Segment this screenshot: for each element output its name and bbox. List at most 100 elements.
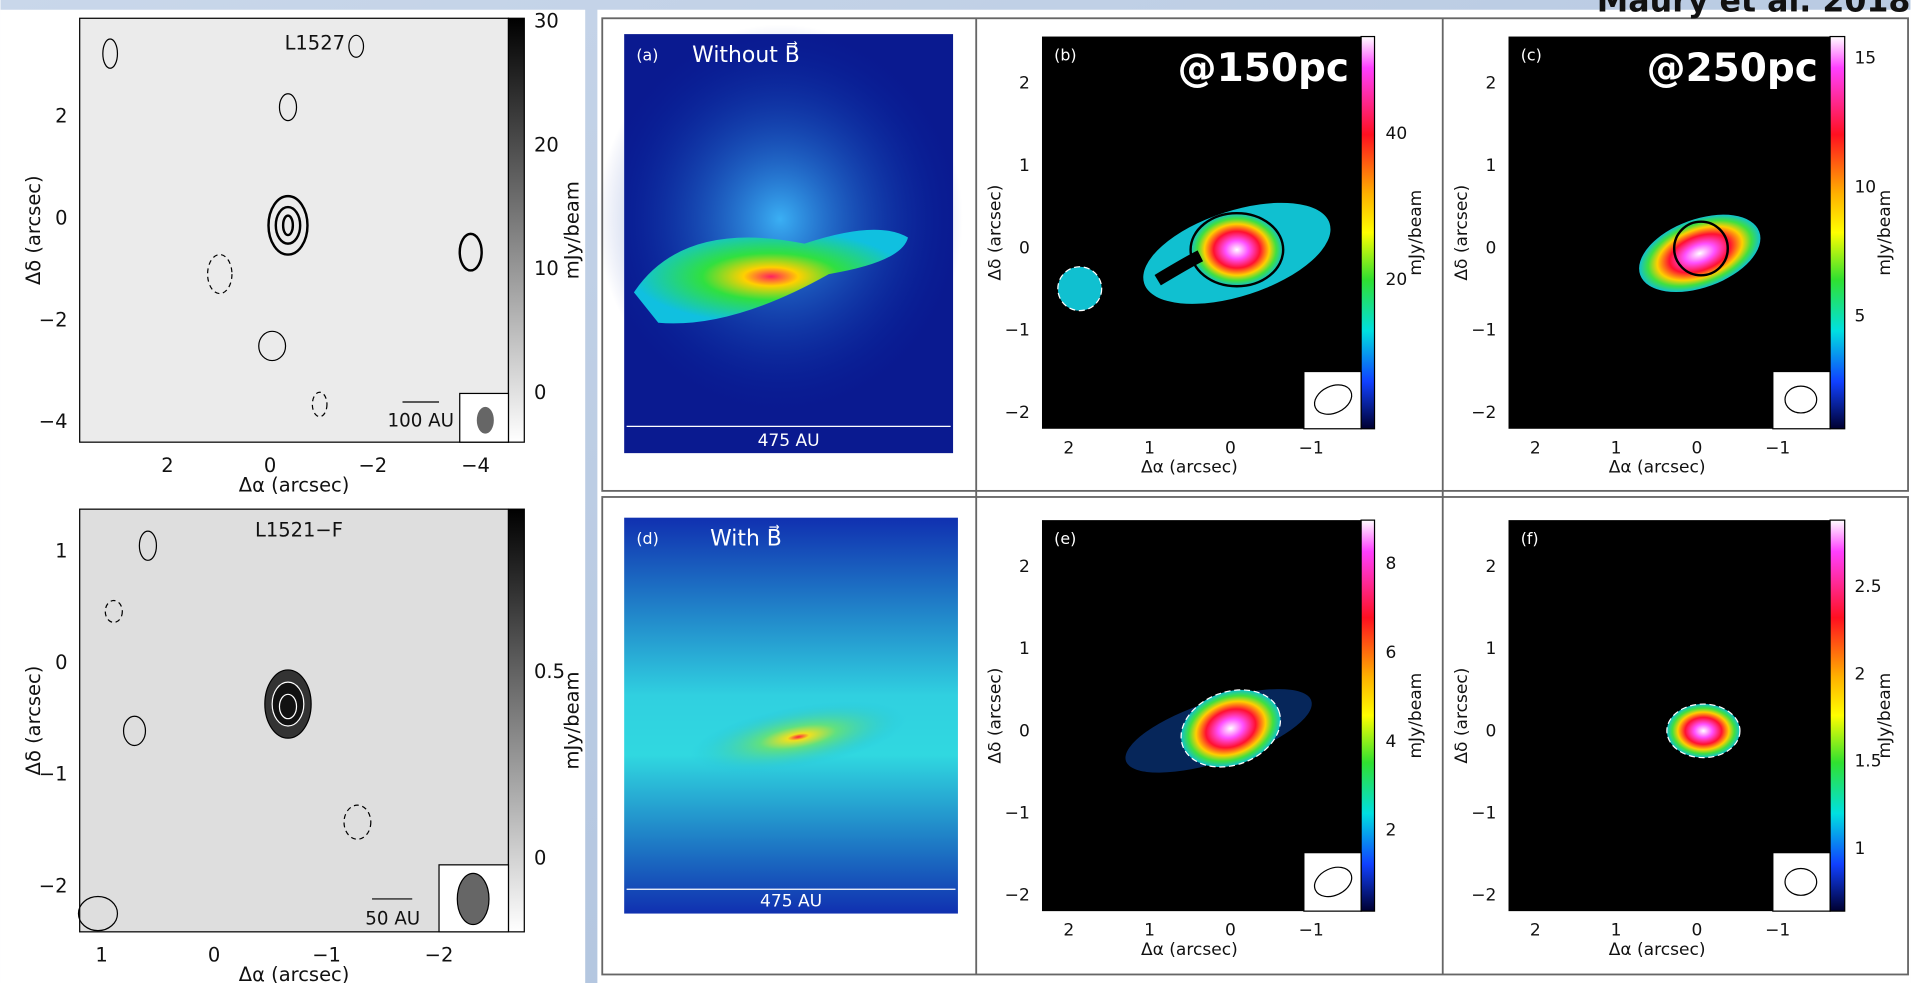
y-tick-label: −1: [1005, 321, 1030, 341]
scale-bar-label: 50 AU: [365, 909, 420, 930]
l1527-map: [80, 18, 509, 442]
colorbar-tick-label: 10: [1854, 178, 1876, 198]
colorbar-tick-label: 6: [1385, 643, 1396, 663]
colorbar-tick-label: 4: [1385, 732, 1396, 752]
y-tick-label: 1: [1485, 639, 1496, 659]
y-tick-label: 0: [1019, 238, 1030, 258]
y-tick-label: 2: [1019, 557, 1030, 577]
x-tick-label: 2: [1063, 438, 1074, 458]
y-tick-label: 0: [1485, 721, 1496, 741]
distance-label: @150pc: [1178, 46, 1349, 91]
source-name: L1521−F: [255, 519, 343, 542]
x-tick-label: 2: [161, 454, 173, 477]
y-axis-label: Δδ (arcsec): [986, 185, 1006, 281]
y-tick-label: −1: [1005, 803, 1030, 823]
colorbar-tick-label: 10: [534, 257, 559, 280]
x-axis-label: Δα (arcsec): [1141, 940, 1238, 960]
x-tick-label: 2: [1530, 438, 1541, 458]
slide: Maury et al. 2018L152720−2−420−2−4Δα (ar…: [0, 0, 1911, 983]
y-tick-label: −4: [39, 410, 68, 433]
colorbar-tick-label: 20: [1385, 270, 1407, 290]
x-tick-label: −1: [1765, 438, 1790, 458]
distance-label: @250pc: [1647, 46, 1818, 91]
y-axis-label: Δδ (arcsec): [22, 666, 45, 776]
x-axis-label: Δα (arcsec): [1141, 458, 1238, 478]
source-name: L1527: [285, 31, 345, 54]
y-tick-label: 0: [1019, 721, 1030, 741]
colorbar-tick-label: 5: [1854, 307, 1865, 327]
y-tick-label: −2: [1471, 885, 1496, 905]
y-tick-label: −1: [1471, 803, 1496, 823]
x-tick-label: 1: [1144, 921, 1155, 941]
page: Maury et al. 2018L152720−2−420−2−4Δα (ar…: [0, 0, 1911, 983]
colorbar: [508, 18, 524, 442]
x-tick-label: −2: [358, 454, 387, 477]
x-tick-label: 0: [1225, 921, 1236, 941]
panel-tag: (d): [636, 529, 658, 548]
colorbar-tick-label: 0: [534, 846, 546, 869]
panel-label: With B⃗: [710, 525, 782, 552]
y-tick-label: −2: [39, 874, 68, 897]
scale-bar-label: 475 AU: [760, 891, 822, 911]
y-tick-label: 0: [55, 651, 67, 674]
x-tick-label: 0: [1691, 438, 1702, 458]
colorbar-label: mJy/beam: [1875, 190, 1895, 276]
colorbar-tick-label: 0: [534, 381, 546, 404]
x-tick-label: −1: [1299, 438, 1324, 458]
colorbar-label: mJy/beam: [561, 181, 584, 279]
y-axis-label: Δδ (arcsec): [1452, 185, 1472, 281]
y-tick-label: −2: [1471, 403, 1496, 423]
y-tick-label: 2: [1485, 74, 1496, 94]
colorbar-tick-label: 2: [1854, 664, 1865, 684]
x-tick-label: 1: [1611, 438, 1622, 458]
colorbar-label: mJy/beam: [561, 671, 584, 769]
colorbar-tick-label: 2: [1385, 821, 1396, 841]
x-tick-label: 0: [1225, 438, 1236, 458]
colorbar-tick-label: 2.5: [1854, 577, 1881, 597]
y-tick-label: 2: [55, 104, 67, 127]
x-tick-label: 0: [1691, 921, 1702, 941]
x-axis-label: Δα (arcsec): [239, 963, 350, 983]
beam: [457, 873, 489, 924]
panel-label: Without B⃗: [692, 41, 800, 68]
y-axis-label: Δδ (arcsec): [1452, 668, 1472, 764]
y-tick-label: −2: [1005, 403, 1030, 423]
y-tick-label: −2: [1005, 885, 1030, 905]
colorbar-tick-label: 1: [1854, 839, 1865, 859]
y-tick-label: 1: [1019, 639, 1030, 659]
x-axis-label: Δα (arcsec): [239, 474, 350, 497]
x-tick-label: 2: [1530, 921, 1541, 941]
y-axis-label: Δδ (arcsec): [22, 175, 45, 285]
y-tick-label: 0: [1485, 238, 1496, 258]
colorbar-label: mJy/beam: [1406, 190, 1426, 276]
scale-bar-label: 100 AU: [387, 410, 454, 431]
x-tick-label: 0: [208, 944, 220, 967]
colorbar-tick-label: 30: [534, 9, 559, 32]
credit: Maury et al. 2018: [1597, 0, 1911, 19]
panel-tag: (c): [1521, 46, 1542, 65]
x-tick-label: −1: [1765, 921, 1790, 941]
x-axis-label: Δα (arcsec): [1609, 940, 1706, 960]
x-tick-label: 1: [1611, 921, 1622, 941]
colorbar-tick-label: 15: [1854, 48, 1876, 68]
x-tick-label: 2: [1063, 921, 1074, 941]
colorbar-tick-label: 40: [1385, 124, 1407, 144]
colorbar-tick-label: 8: [1385, 554, 1396, 574]
y-tick-label: 0: [55, 206, 67, 229]
beam: [477, 407, 494, 434]
panel-tag: (b): [1054, 46, 1076, 65]
y-tick-label: −1: [1471, 321, 1496, 341]
x-tick-label: −4: [461, 454, 490, 477]
x-tick-label: 1: [95, 944, 107, 967]
y-tick-label: 2: [1019, 74, 1030, 94]
colorbar-tick-label: 20: [534, 133, 559, 156]
x-tick-label: −2: [425, 944, 454, 967]
panel-tag: (e): [1054, 529, 1076, 548]
colorbar-label: mJy/beam: [1406, 673, 1426, 759]
envelope: [597, 24, 962, 414]
scale-bar-label: 475 AU: [758, 431, 820, 451]
x-tick-label: −1: [1299, 921, 1324, 941]
colorbar: [508, 509, 524, 932]
y-tick-label: 1: [1485, 156, 1496, 176]
y-tick-label: 1: [55, 539, 67, 562]
